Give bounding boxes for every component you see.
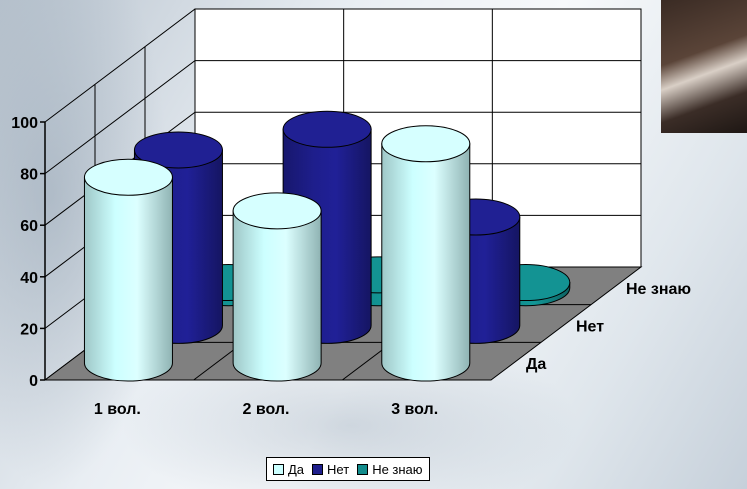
legend-item-ne-znayu: Не знаю: [357, 461, 423, 477]
x-category-label: 2 вол.: [243, 401, 290, 418]
depth-label: Не знаю: [626, 281, 691, 298]
legend-item-da: Да: [273, 462, 304, 477]
legend-label-da: Да: [288, 461, 305, 477]
legend-swatch-net: [312, 463, 324, 475]
depth-label: Да: [526, 356, 546, 373]
cylinder-top-s0-c1: [232, 192, 322, 230]
legend-swatch-da: [273, 463, 284, 475]
x-category-label: 3 вол.: [391, 401, 438, 418]
y-tick-label: 40: [20, 270, 38, 287]
corner-photo: [661, 0, 747, 133]
depth-label: Нет: [576, 319, 604, 336]
cylinder-top-s1-c1: [282, 110, 372, 148]
cylinder-body-s0-c0: [83, 176, 173, 382]
legend-swatch-ne-znayu: [357, 463, 369, 475]
cylinder-body-s0-c1: [232, 210, 322, 382]
x-category-label: 1 вол.: [94, 401, 141, 418]
cylinder-body-s0-c2: [381, 143, 471, 382]
y-tick-label: 60: [20, 218, 38, 235]
y-tick-label: 100: [11, 115, 38, 132]
y-tick-label: 20: [20, 321, 38, 338]
legend-item-net: Нет: [312, 462, 349, 477]
cylinder-top-s0-c2: [381, 125, 471, 163]
y-tick-label: 0: [29, 373, 38, 390]
chart-legend: Да Нет Не знаю: [266, 457, 430, 481]
legend-label-net: Нет: [327, 461, 350, 477]
cylinder-top-s1-c0: [133, 131, 223, 169]
cylinder-top-s0-c0: [83, 158, 173, 196]
legend-label-ne-znayu: Не знаю: [372, 461, 423, 477]
y-tick-label: 80: [20, 167, 38, 184]
